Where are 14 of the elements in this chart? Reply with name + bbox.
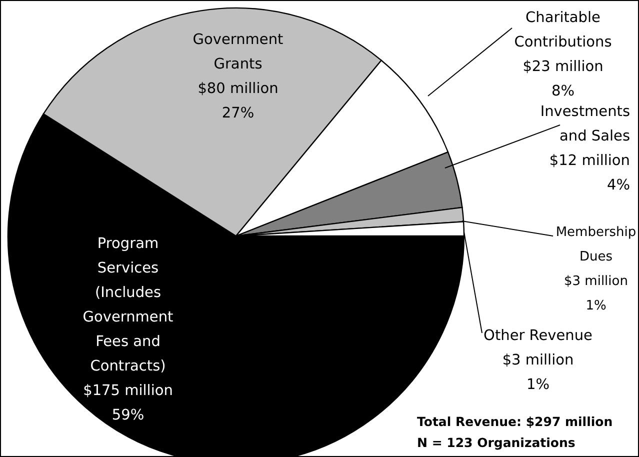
data-label: $23 million 8% [522,59,604,100]
text: N = 123 Organizations [417,435,576,450]
slice-label: Program Services (Includes Government Fees and Contracts) [82,236,174,374]
data-label: $80 million 27% [198,81,278,122]
data-label: $12 million 4% [549,153,630,194]
slice-label: Other Revenue [484,328,593,344]
data-label: $3 million 1% [564,274,628,314]
data-label: $175 million 59% [83,383,173,424]
slice-label: Charitable Contributions [514,10,612,50]
data-label: $3 million 1% [502,352,574,393]
slice-label: Membership Dues [556,225,636,264]
slice-label: Government Grants [192,32,284,72]
slice-label: Investments and Sales [540,104,630,144]
text: Total Revenue: $297 million [417,414,613,429]
